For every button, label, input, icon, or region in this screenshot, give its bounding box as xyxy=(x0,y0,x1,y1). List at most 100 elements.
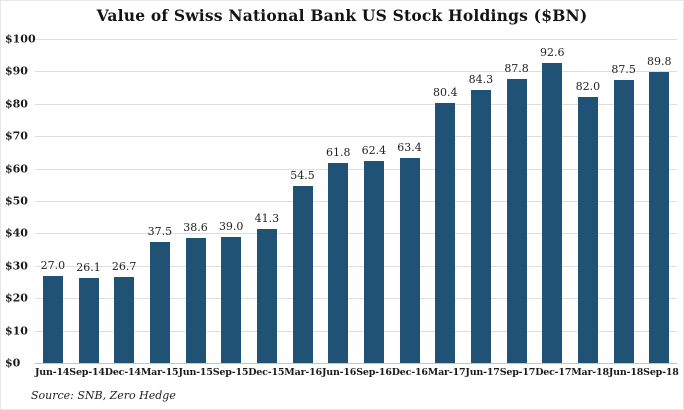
x-axis-tick-label: Mar-18 xyxy=(571,367,609,378)
bar xyxy=(221,236,242,363)
bar xyxy=(577,97,598,363)
bar-group: 87.8 xyxy=(499,39,535,363)
bar-group: 39.0 xyxy=(213,39,249,363)
bar xyxy=(506,78,527,363)
bar-value-label: 62.4 xyxy=(361,143,387,157)
bar-group: 80.4 xyxy=(427,39,463,363)
bar xyxy=(363,160,384,363)
y-axis-tick-label: $30 xyxy=(5,259,28,273)
x-axis-tick-label: Dec-14 xyxy=(104,367,141,378)
bar-value-label: 89.8 xyxy=(647,55,672,69)
plot-area: 27.0 26.1 26.7 37.5 38.6 39.0 41.3 54.5 61.8 62.4… xyxy=(35,39,677,364)
bar-value-label: 39.0 xyxy=(218,219,244,233)
x-axis-tick-label: Sep-17 xyxy=(499,367,536,378)
bar xyxy=(542,62,563,363)
bar-value-label: 92.6 xyxy=(539,45,565,59)
bar-group: 87.5 xyxy=(606,39,642,363)
y-axis: $0 $10 $20 $30 $40 $50 $60 $70 $80 $90 $100 xyxy=(1,33,36,370)
bar-value-label: 26.1 xyxy=(76,261,101,275)
y-axis-tick-label: $100 xyxy=(5,32,36,46)
gridline xyxy=(35,136,677,138)
bar-value-label: 82.0 xyxy=(575,80,601,94)
bar-group: 89.8 xyxy=(641,39,677,363)
gridline xyxy=(35,71,677,73)
bar-group: 84.3 xyxy=(463,39,499,363)
x-axis-tick-label: Jun-15 xyxy=(178,367,213,378)
bar xyxy=(435,102,456,363)
bar xyxy=(649,72,670,363)
gridline xyxy=(35,265,677,267)
y-axis-tick-label: $20 xyxy=(5,291,28,305)
bar-value-label: 87.5 xyxy=(611,62,636,76)
gridline xyxy=(35,330,677,332)
bar xyxy=(149,241,170,363)
bar-value-label: 87.8 xyxy=(504,61,529,75)
bar-group: 82.0 xyxy=(570,39,606,363)
y-axis-tick-label: $60 xyxy=(5,162,28,176)
y-axis-tick-label: $10 xyxy=(5,324,28,338)
bar-group: 61.8 xyxy=(320,39,356,363)
y-axis-tick-label: $80 xyxy=(5,97,28,111)
bar-value-label: 26.7 xyxy=(111,259,137,273)
bar-value-label: 41.3 xyxy=(254,212,280,226)
x-axis-tick-label: Dec-15 xyxy=(248,367,285,378)
bar xyxy=(42,275,63,363)
x-axis-tick-label: Jun-14 xyxy=(35,367,70,378)
source-note: Source: SNB, Zero Hedge xyxy=(31,389,176,402)
bar-group: 92.6 xyxy=(534,39,570,363)
bar-group: 62.4 xyxy=(356,39,392,363)
x-axis-tick-label: Dec-16 xyxy=(391,367,428,378)
bar-value-label: 38.6 xyxy=(183,220,208,234)
bar-value-label: 54.5 xyxy=(290,169,315,183)
x-axis-tick-label: Dec-17 xyxy=(535,367,572,378)
y-axis-tick-label: $70 xyxy=(5,129,28,143)
x-axis-tick-label: Mar-15 xyxy=(140,367,179,378)
gridline xyxy=(35,201,677,202)
x-axis-tick-label: Jun-18 xyxy=(608,367,644,378)
x-axis-tick-label: Mar-17 xyxy=(427,367,466,378)
gridline xyxy=(35,298,677,300)
bar-value-label: 84.3 xyxy=(468,72,494,86)
bar xyxy=(470,89,491,363)
bar xyxy=(114,276,135,363)
bar xyxy=(292,186,313,363)
gridline xyxy=(35,233,677,235)
bar xyxy=(256,229,277,363)
x-axis-tick-label: Sep-16 xyxy=(356,367,392,378)
y-axis-tick-label: $90 xyxy=(5,64,28,78)
bar-group: 54.5 xyxy=(285,39,321,363)
bar xyxy=(78,278,99,363)
bar-group: 26.7 xyxy=(106,39,142,363)
bar-group: 27.0 xyxy=(35,39,71,363)
bar xyxy=(185,237,206,363)
bar-value-label: 61.8 xyxy=(325,145,351,159)
bar-group: 63.4 xyxy=(392,39,428,363)
bar-group: 38.6 xyxy=(178,39,214,363)
x-axis-tick-label: Jun-16 xyxy=(321,367,357,378)
y-axis-tick-label: $50 xyxy=(5,194,28,208)
bar-value-label: 37.5 xyxy=(147,224,173,238)
bar-value-label: 80.4 xyxy=(432,85,458,99)
gridline xyxy=(35,168,677,170)
bar-series: 27.0 26.1 26.7 37.5 38.6 39.0 41.3 54.5 61.8 62.4… xyxy=(35,39,677,363)
x-axis-tick-label: Mar-16 xyxy=(284,367,322,378)
bar xyxy=(328,162,349,363)
gridline xyxy=(35,39,677,40)
x-axis-tick-label: Sep-14 xyxy=(69,367,105,378)
bar xyxy=(613,79,634,363)
chart-title: Value of Swiss National Bank US Stock Ho… xyxy=(96,6,588,25)
y-axis-tick-label: $40 xyxy=(5,226,28,240)
bar xyxy=(399,157,420,363)
x-axis: Jun-14 Sep-14 Dec-14 Mar-15 Jun-15 Sep-15 Dec-… xyxy=(35,367,679,378)
x-axis-line xyxy=(35,363,677,364)
x-axis-tick-label: Sep-18 xyxy=(643,367,679,378)
gridline xyxy=(35,103,677,105)
bar-value-label: 63.4 xyxy=(397,140,422,154)
bar-group: 41.3 xyxy=(249,39,285,363)
bar-group: 26.1 xyxy=(71,39,107,363)
x-axis-tick-label: Sep-15 xyxy=(212,367,249,378)
bar-value-label: 27.0 xyxy=(40,258,66,272)
y-axis-tick-label: $0 xyxy=(5,356,21,370)
x-axis-tick-label: Jun-17 xyxy=(465,367,500,378)
